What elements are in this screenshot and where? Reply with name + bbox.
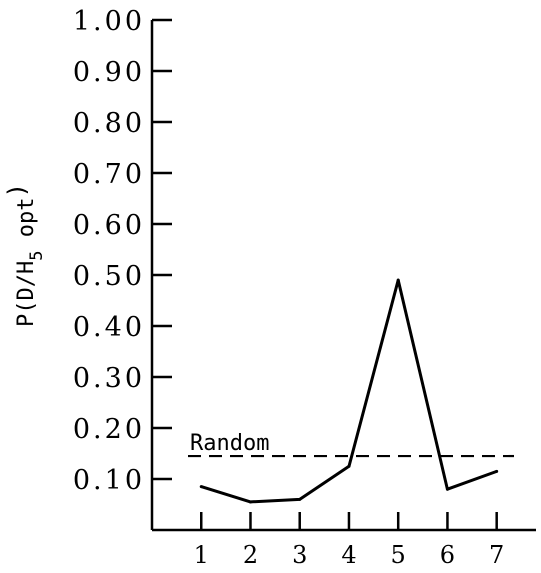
y-tick-label: 0.60 <box>73 210 145 241</box>
y-tick-label: 0.90 <box>73 57 145 88</box>
y-axis-title-prefix: P(D/H <box>14 261 39 327</box>
data-series <box>199 278 499 504</box>
y-axis-title: P(D/H5 opt) <box>3 183 47 327</box>
y-tick-label: 1.00 <box>73 6 145 37</box>
x-tick-label: 4 <box>341 541 356 569</box>
y-axis-title-close: ) <box>3 183 31 197</box>
x-tick-label: 7 <box>489 541 504 569</box>
x-tick-label: 3 <box>292 541 307 569</box>
random-label: Random <box>190 431 269 456</box>
y-axis-ticks: 0.10 0.20 0.30 0.40 0.50 0.60 0.70 0.80 0.90 1.00 <box>73 6 172 496</box>
y-axis-title-suffix: opt <box>14 197 39 250</box>
random-reference: Random <box>188 431 514 458</box>
y-tick-label: 0.20 <box>73 414 145 445</box>
x-tick-label: 2 <box>243 541 258 569</box>
data-point <box>445 487 449 491</box>
x-tick-label: 1 <box>194 541 209 569</box>
y-tick-label: 0.70 <box>73 159 145 190</box>
data-point <box>396 278 400 282</box>
y-tick-label: 0.30 <box>73 363 145 394</box>
y-tick-label: 0.50 <box>73 261 145 292</box>
y-tick-label: 0.40 <box>73 312 145 343</box>
data-point <box>248 500 252 504</box>
data-point <box>199 485 203 489</box>
data-point <box>347 464 351 468</box>
x-tick-label: 6 <box>440 541 455 569</box>
x-axis-ticks: 1 2 3 4 5 6 7 <box>194 512 504 569</box>
x-tick-label: 5 <box>391 541 406 569</box>
y-tick-label: 0.10 <box>73 465 145 496</box>
data-point <box>495 469 499 473</box>
y-axis-title-subscript: 5 <box>27 250 47 260</box>
series-line <box>200 278 498 504</box>
data-point <box>298 497 302 501</box>
y-tick-label: 0.80 <box>73 108 145 139</box>
